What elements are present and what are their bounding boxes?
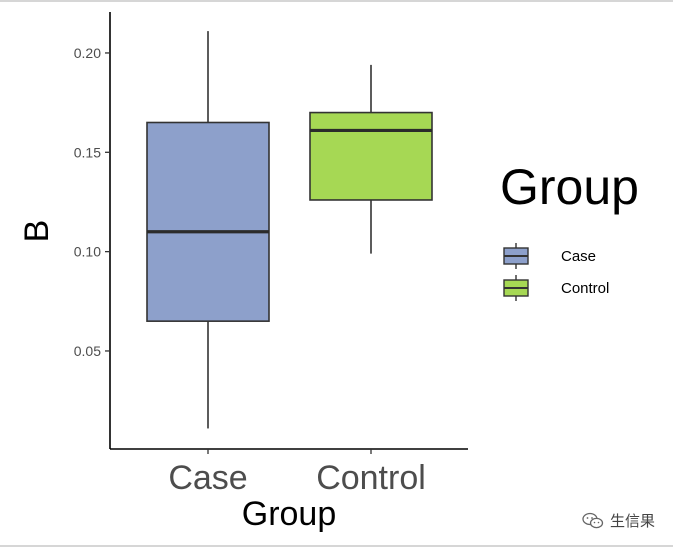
box-control	[309, 64, 433, 254]
box-body	[146, 121, 270, 322]
box-case	[146, 31, 270, 429]
plot-area	[146, 31, 433, 429]
legend-key-case	[503, 243, 529, 269]
legend-key-control	[503, 275, 529, 301]
watermark: 生信果	[582, 510, 655, 531]
y-axis-title: B	[18, 220, 56, 243]
axes: 0.05 0.10 0.15 0.20 Case Control	[74, 12, 468, 497]
x-tick-label: Control	[316, 459, 426, 497]
wechat-icon	[582, 512, 604, 528]
watermark-text: 生信果	[609, 512, 655, 530]
x-axis-title: Group	[242, 495, 337, 533]
y-tick-label: 0.15	[74, 144, 101, 160]
box-body	[309, 111, 433, 201]
y-tick-label: 0.20	[74, 45, 101, 61]
legend: Group Case Control	[500, 159, 639, 301]
y-tick-label: 0.10	[74, 244, 101, 260]
legend-label: Case	[561, 248, 596, 265]
legend-title: Group	[500, 159, 639, 215]
x-tick-label: Case	[168, 459, 247, 497]
y-tick-label: 0.05	[74, 343, 101, 359]
legend-label: Control	[561, 280, 609, 297]
